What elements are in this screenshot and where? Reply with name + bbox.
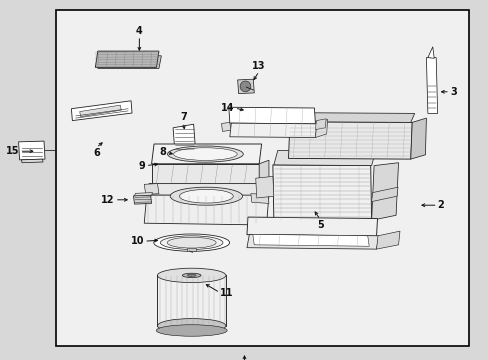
Polygon shape <box>288 122 411 159</box>
Ellipse shape <box>157 268 225 283</box>
Text: 4: 4 <box>136 26 142 36</box>
Polygon shape <box>259 160 268 184</box>
Polygon shape <box>229 123 316 138</box>
Ellipse shape <box>156 325 226 336</box>
Polygon shape <box>315 119 325 130</box>
Polygon shape <box>144 184 159 194</box>
Polygon shape <box>221 122 230 131</box>
Polygon shape <box>315 120 327 138</box>
Polygon shape <box>427 47 433 58</box>
Text: 12: 12 <box>101 195 115 205</box>
Polygon shape <box>21 159 43 163</box>
Bar <box>56 10 468 346</box>
Polygon shape <box>250 194 268 203</box>
Polygon shape <box>426 58 437 113</box>
Polygon shape <box>228 107 315 124</box>
Polygon shape <box>134 193 152 196</box>
Ellipse shape <box>182 273 201 278</box>
Text: 13: 13 <box>252 61 265 71</box>
Polygon shape <box>144 195 268 225</box>
Polygon shape <box>288 113 414 122</box>
Polygon shape <box>376 231 399 249</box>
Text: 8: 8 <box>159 147 166 157</box>
Ellipse shape <box>179 189 233 203</box>
Text: 10: 10 <box>130 236 144 246</box>
Polygon shape <box>146 184 266 196</box>
Text: 7: 7 <box>180 112 186 122</box>
Polygon shape <box>71 101 132 121</box>
Ellipse shape <box>187 274 196 276</box>
Polygon shape <box>151 144 261 164</box>
Polygon shape <box>255 176 273 198</box>
Polygon shape <box>95 51 159 67</box>
Polygon shape <box>371 187 397 202</box>
Polygon shape <box>410 118 426 159</box>
Ellipse shape <box>173 148 237 161</box>
Text: 6: 6 <box>93 148 100 158</box>
Polygon shape <box>186 248 195 251</box>
Ellipse shape <box>170 187 242 205</box>
Text: 9: 9 <box>139 161 145 171</box>
Polygon shape <box>133 195 151 204</box>
Text: 2: 2 <box>437 200 444 210</box>
Text: 15: 15 <box>6 146 20 156</box>
Polygon shape <box>173 124 195 155</box>
Polygon shape <box>246 217 377 236</box>
Ellipse shape <box>157 319 225 333</box>
Text: 3: 3 <box>449 87 456 97</box>
Polygon shape <box>246 234 378 249</box>
Ellipse shape <box>167 237 216 248</box>
Polygon shape <box>237 79 254 94</box>
Text: 14: 14 <box>221 103 234 113</box>
Polygon shape <box>151 164 259 184</box>
Ellipse shape <box>160 236 223 249</box>
Polygon shape <box>371 163 398 220</box>
Polygon shape <box>98 56 161 68</box>
Polygon shape <box>273 150 375 166</box>
Polygon shape <box>80 105 121 117</box>
Ellipse shape <box>154 234 229 251</box>
Ellipse shape <box>167 146 243 162</box>
Polygon shape <box>272 165 371 220</box>
Ellipse shape <box>240 81 250 92</box>
Polygon shape <box>252 234 368 246</box>
Polygon shape <box>19 141 45 160</box>
Text: 11: 11 <box>220 288 233 298</box>
Text: 5: 5 <box>316 220 323 230</box>
